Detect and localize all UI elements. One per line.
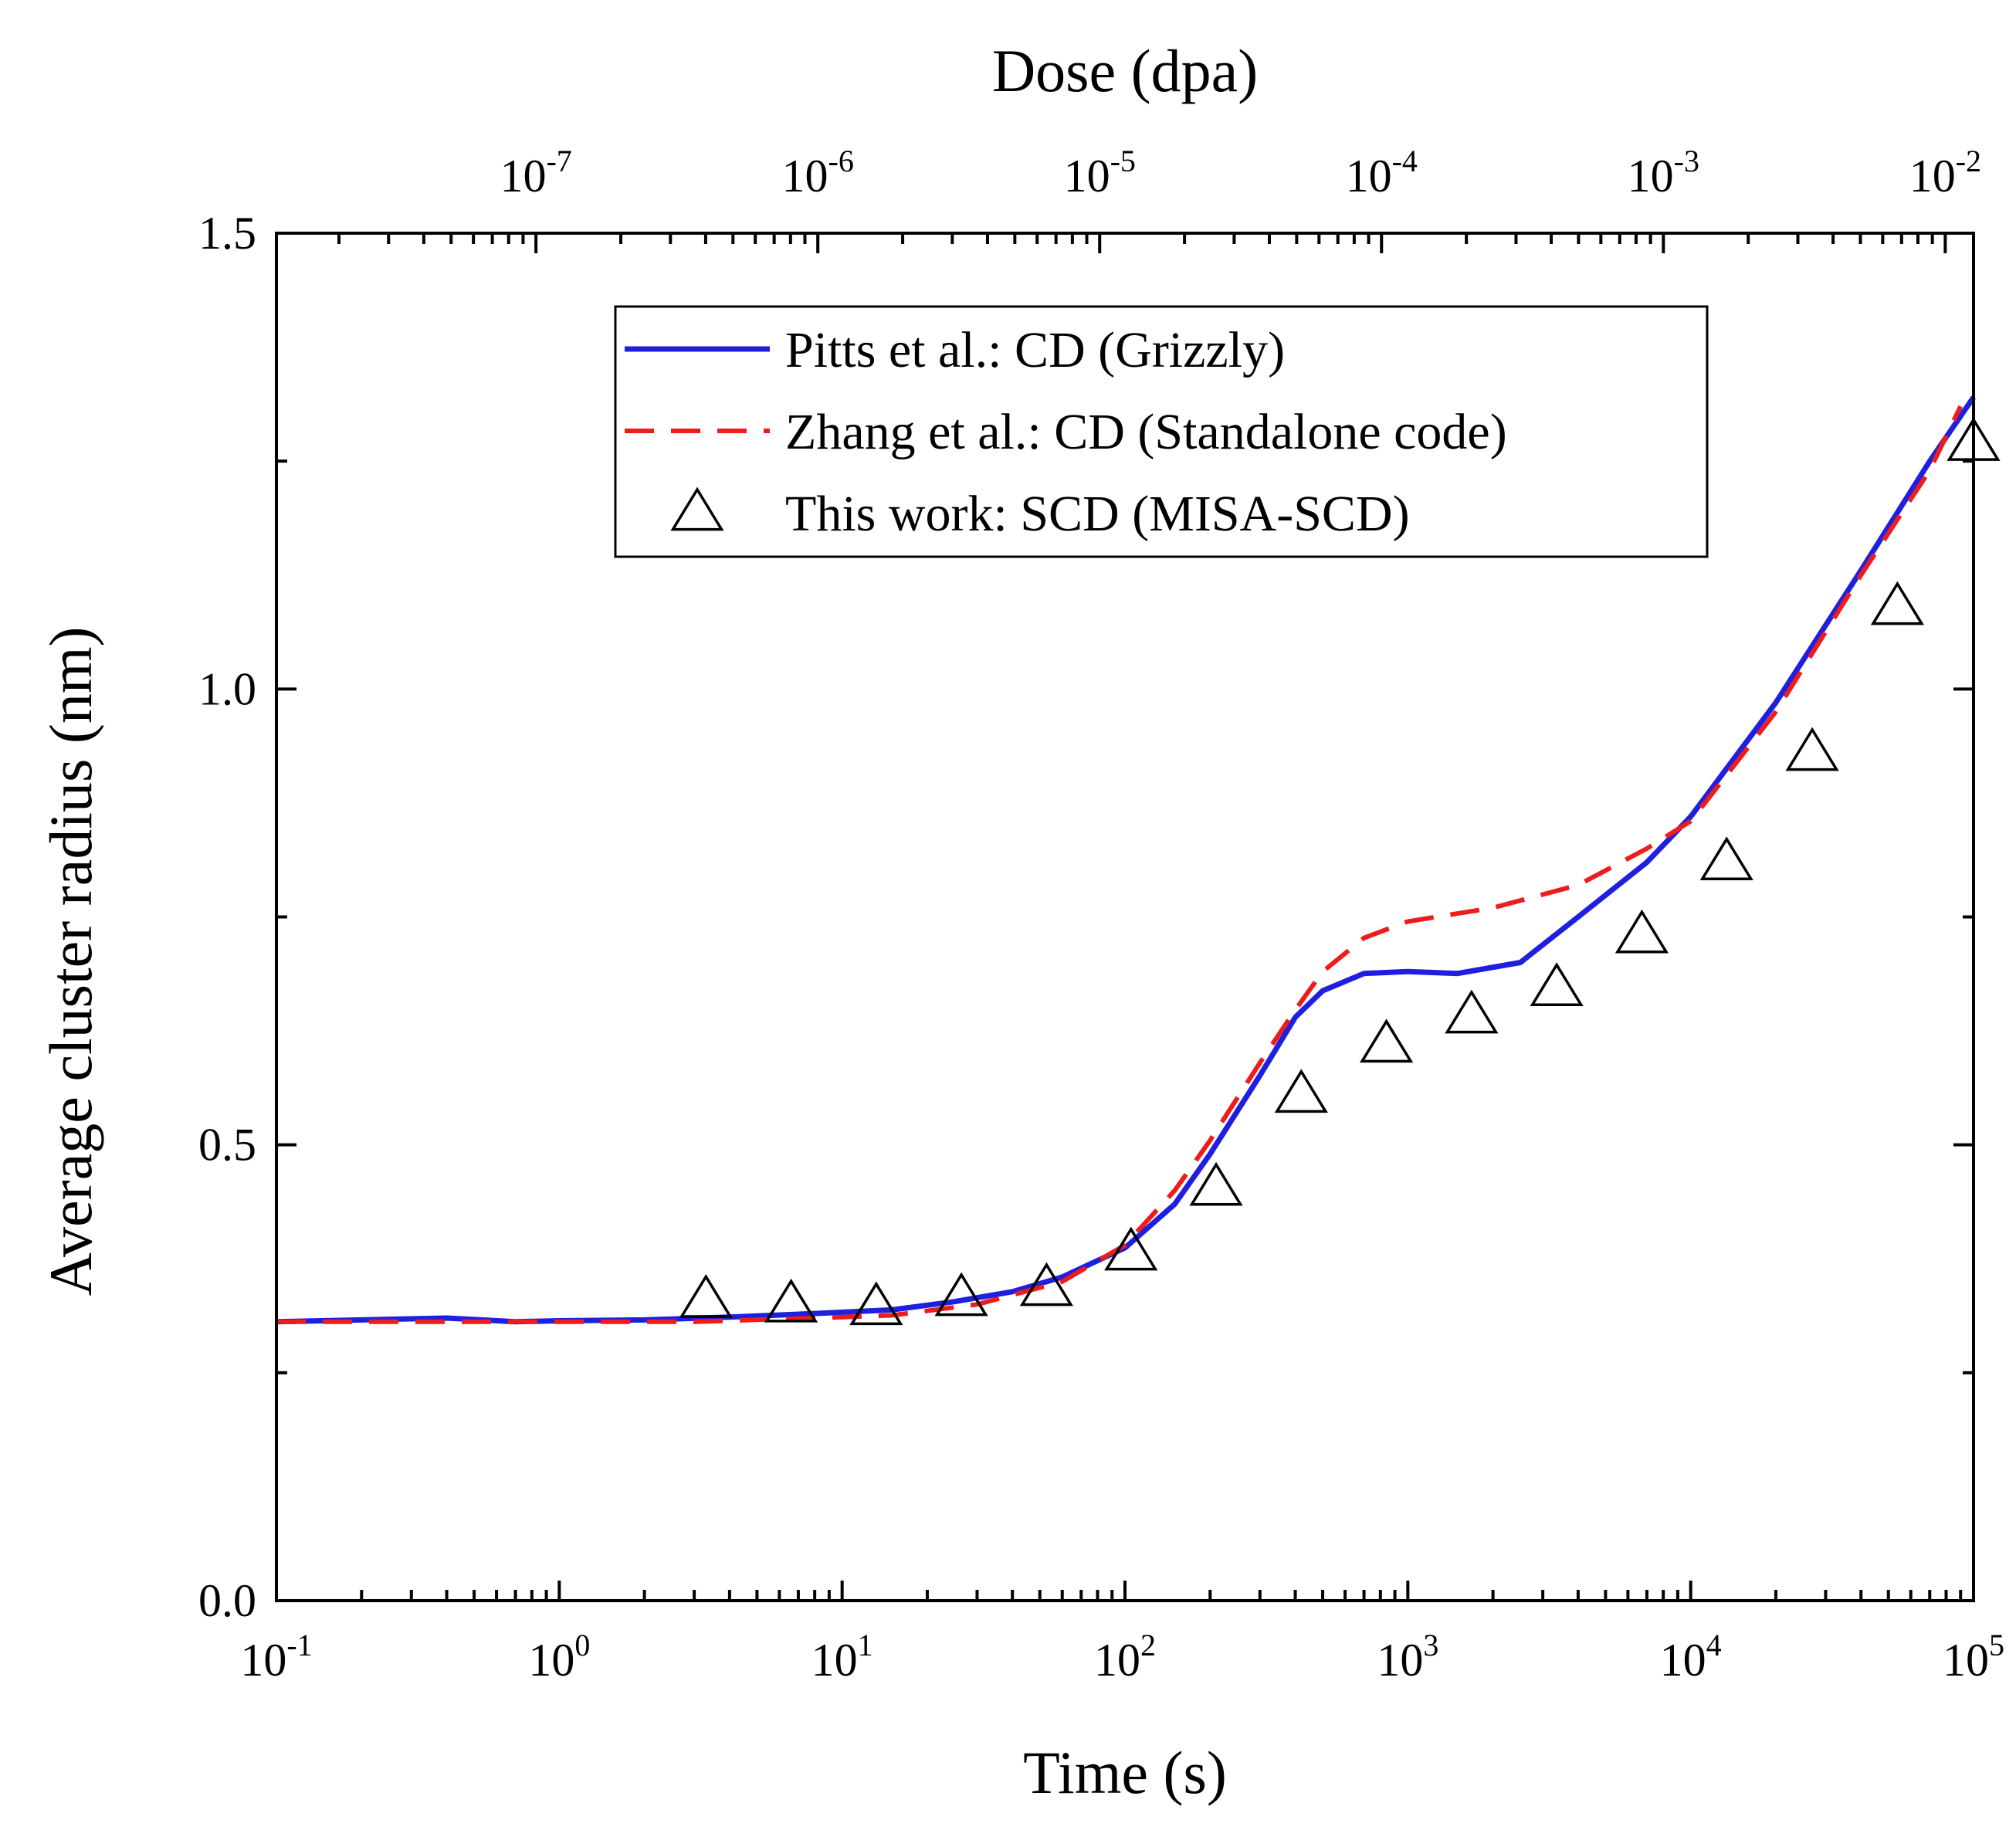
series-marker: [1614, 909, 1669, 954]
legend-label-2: This work: SCD (MISA-SCD): [785, 486, 1410, 542]
x-tick-label: 105: [1943, 1628, 2004, 1686]
plot-area: [276, 395, 2001, 1326]
series-marker: [1019, 1262, 1074, 1306]
series-marker: [764, 1278, 818, 1323]
x-tick-label: 102: [1094, 1628, 1156, 1686]
top-x-tick-label: 10-6: [782, 144, 854, 202]
x-axis-title: Time (s): [1023, 1739, 1227, 1806]
top-x-tick-label: 10-2: [1909, 144, 1981, 202]
top-x-tick-label: 10-3: [1628, 144, 1699, 202]
legend-swatch-2: [670, 486, 724, 531]
series-marker: [849, 1281, 903, 1326]
x-tick-label: 100: [528, 1628, 590, 1686]
y-tick-label: 1.0: [198, 663, 256, 714]
y-tick-label: 0.0: [198, 1575, 256, 1626]
legend-label-1: Zhang et al.: CD (Standalone code): [785, 404, 1507, 460]
series-marker: [1699, 836, 1753, 881]
x-tick-label: 101: [811, 1628, 873, 1686]
y-axis-title: Average cluster radius (nm): [37, 626, 104, 1296]
x-tick-label: 103: [1377, 1628, 1438, 1686]
series-marker: [679, 1274, 733, 1318]
top-x-axis-title: Dose (dpa): [992, 37, 1258, 104]
series-marker: [1189, 1161, 1243, 1206]
series-marker: [1870, 581, 1924, 625]
series-marker: [1104, 1226, 1158, 1271]
series-line-1: [276, 405, 1963, 1324]
top-x-tick-label: 10-4: [1346, 144, 1418, 202]
top-x-tick-label: 10-7: [500, 144, 571, 202]
x-tick-label: 10-1: [240, 1628, 312, 1686]
y-tick-label: 1.5: [198, 208, 256, 259]
top-x-tick-label: 10-5: [1064, 144, 1136, 202]
y-tick-label: 0.5: [198, 1120, 256, 1171]
series-marker: [1445, 989, 1499, 1034]
legend-label-0: Pitts et al.: CD (Grizzly): [785, 322, 1285, 378]
legend-box: [614, 305, 1709, 558]
series-marker: [934, 1272, 988, 1317]
legend: Pitts et al.: CD (Grizzly) Zhang et al.: …: [614, 305, 1709, 558]
series-marker: [1530, 962, 1584, 1006]
axes: 10-1 100 101 102 103 104 105 10-7 10-6 10-5 10-4 10…: [198, 144, 2004, 1686]
x-tick-label: 104: [1660, 1628, 1722, 1686]
series-marker: [1359, 1018, 1414, 1063]
series-marker: [1274, 1069, 1328, 1113]
series-marker: [1785, 727, 1839, 771]
